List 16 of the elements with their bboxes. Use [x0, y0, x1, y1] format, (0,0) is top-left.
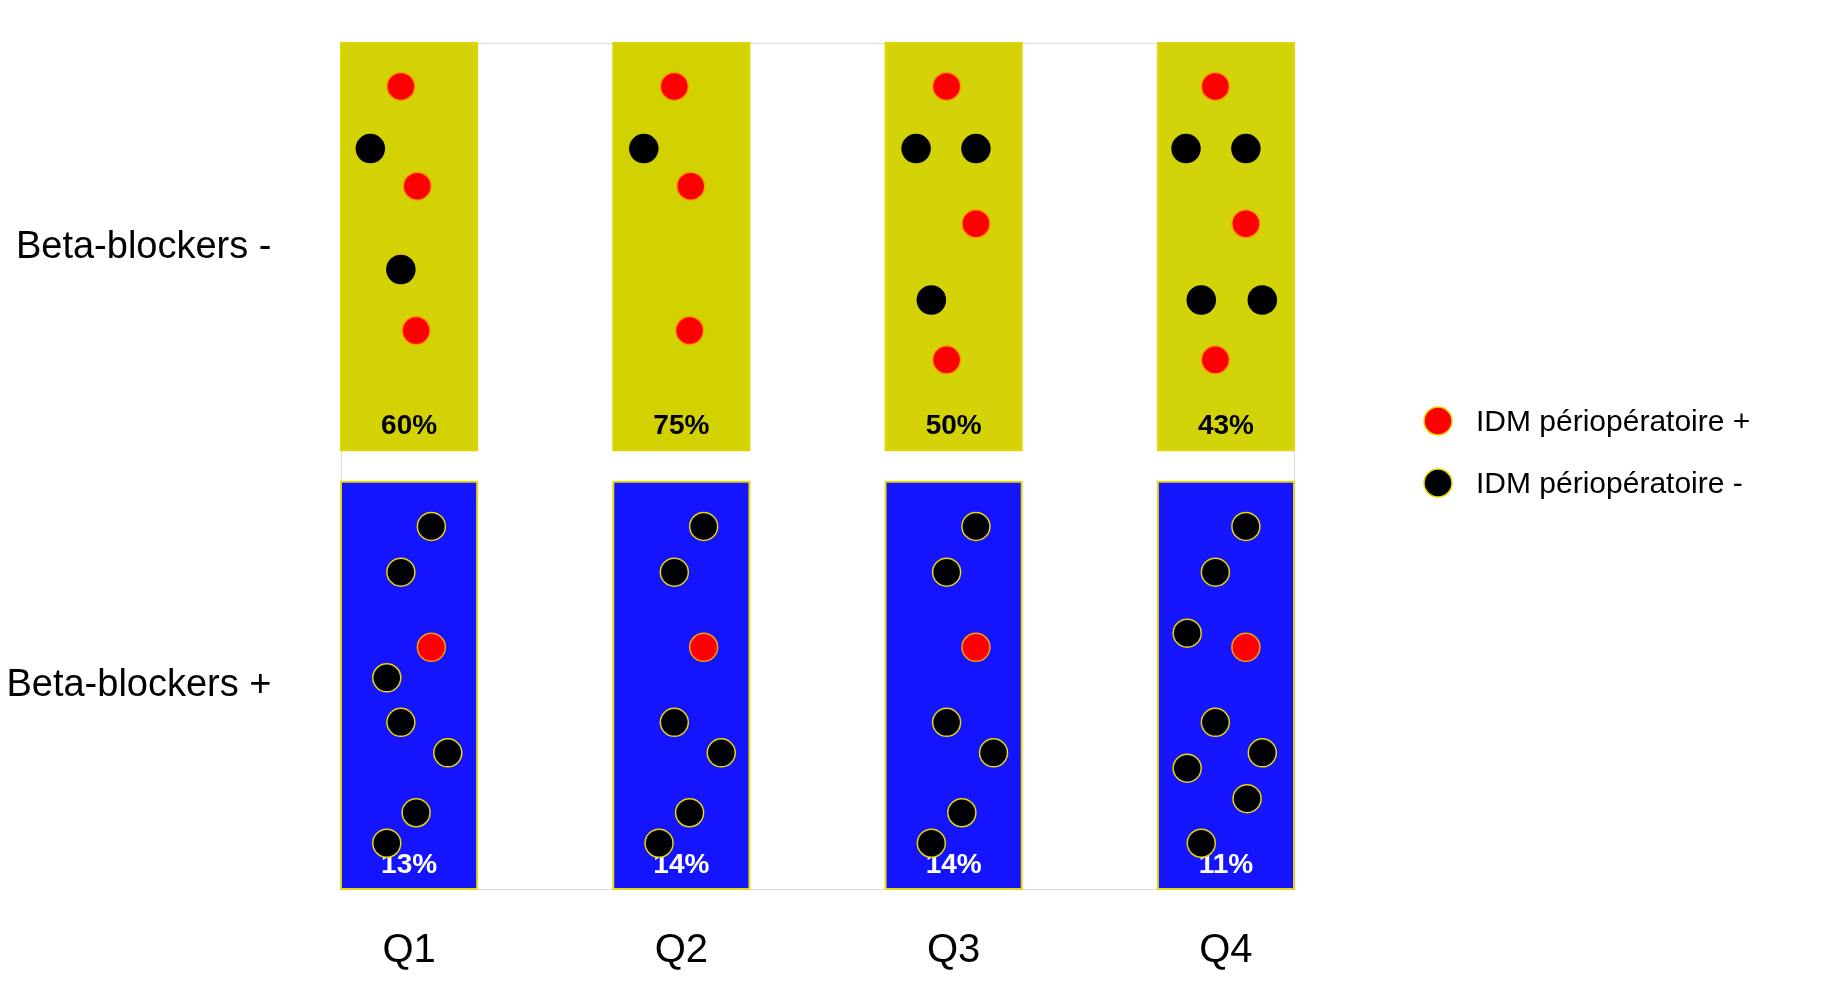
data-label: 13% — [381, 848, 438, 879]
x-tick-label: Q2 — [654, 925, 709, 970]
data-label: 75% — [653, 409, 710, 441]
y-tick-label: Beta-blockers - — [15, 223, 272, 266]
y-tick-label: Beta-blockers + — [6, 662, 272, 705]
x-tick-label: Q4 — [1199, 925, 1253, 970]
text: IDM périopératoire + — [1476, 404, 1751, 438]
data-label: 14% — [925, 848, 982, 879]
data-label: 11% — [1198, 848, 1254, 879]
x-tick-label: Q3 — [926, 925, 981, 970]
data-label: 60% — [381, 409, 438, 441]
data-label: 43% — [1197, 409, 1255, 441]
text: IDM périopératoire - — [1476, 466, 1743, 500]
data-label: 50% — [925, 409, 982, 441]
x-tick-label: Q1 — [382, 925, 436, 970]
data-label: 14% — [653, 848, 710, 879]
